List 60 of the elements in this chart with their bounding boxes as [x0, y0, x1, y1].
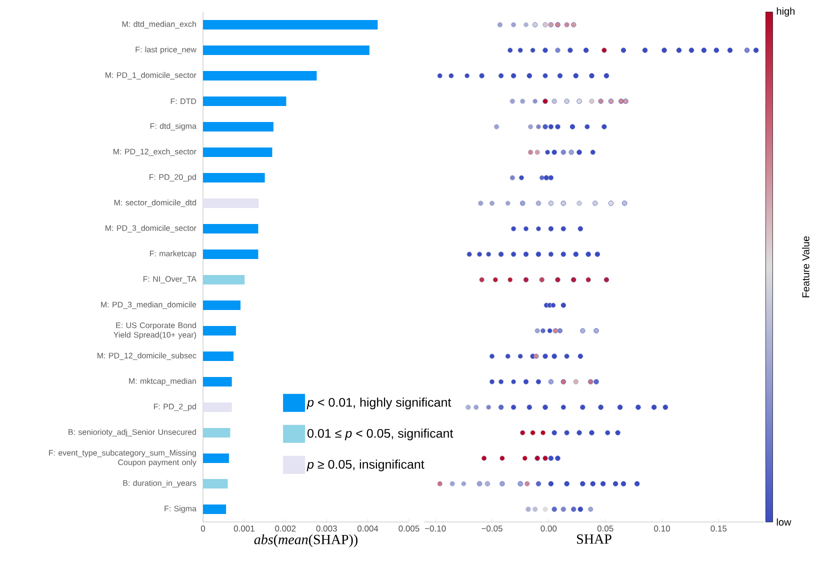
bar — [203, 504, 226, 514]
y-tick-label: F: NI_Over_TA — [143, 276, 196, 284]
bar — [203, 172, 265, 182]
x-tick-label: 0 — [200, 526, 206, 532]
y-tick-label: F: last price_new — [136, 46, 196, 54]
bar — [203, 147, 272, 157]
x-tick-label: 0.05 — [597, 526, 614, 532]
bar — [203, 300, 240, 310]
x-tick-label: −0.05 — [482, 526, 502, 532]
bar — [203, 70, 317, 80]
bar — [203, 122, 274, 132]
bar — [203, 249, 258, 259]
x-tick-label: 0.002 — [275, 526, 296, 532]
legend-label: 0.01 ≤ p < 0.05, significant — [308, 428, 454, 440]
y-tick-label: F: PD_20_pd — [150, 174, 196, 182]
x-tick-label: 0.001 — [234, 526, 254, 532]
y-tick-label: B: seniorioty_adj_Senior Unsecured — [68, 429, 196, 436]
bar — [203, 274, 245, 284]
y-tick-label: F: dtd_sigma — [150, 123, 196, 130]
bar — [203, 20, 378, 30]
y-tick-label: M: PD_3_domicile_sector — [106, 225, 196, 232]
x-tick-label: 0.005 — [398, 526, 420, 532]
x-tick-label: 0.00 — [540, 526, 557, 532]
x-tick-label: 0.10 — [654, 526, 670, 532]
bar — [203, 326, 236, 336]
y-tick-label: M: mktcap_median — [129, 378, 196, 386]
y-tick-label: M: PD_1_domicile_sector — [106, 72, 196, 80]
bar — [203, 96, 286, 106]
y-tick-label: M: PD_12_domicile_subsec — [98, 352, 196, 360]
bar — [203, 376, 232, 386]
color-bar-label: low — [776, 518, 792, 526]
bar — [203, 224, 258, 234]
color-bar-title: Feature Value — [802, 236, 810, 298]
bar — [203, 45, 370, 55]
bar — [203, 198, 259, 208]
y-tick-label: F: event_type_subcategory_sum_Missing Coupon payment only — [49, 450, 196, 467]
x-tick-label: 0.15 — [710, 526, 727, 532]
y-tick-label: M: PD_3_median_domicile — [101, 302, 196, 309]
x-axis-title: abs(mean(SHAP)) — [254, 534, 358, 548]
y-tick-label: F: PD_2_pd — [154, 404, 196, 411]
y-tick-label: F: marketcap — [150, 250, 196, 258]
y-tick-label: F: Sigma — [164, 506, 196, 513]
x-tick-label: 0.003 — [316, 526, 337, 532]
bar — [203, 453, 229, 463]
y-tick-label: M: dtd_median_exch — [122, 21, 196, 28]
y-tick-label: F: DTD — [170, 98, 196, 104]
bar — [203, 351, 234, 361]
y-tick-label: B: duration_in_years — [123, 480, 196, 488]
color-bar-label: high — [776, 7, 794, 17]
bar — [203, 428, 230, 438]
x-axis-title: SHAP — [577, 534, 612, 544]
legend-label: p ≥ 0.05, insignificant — [306, 460, 424, 472]
x-tick-label: −0.10 — [425, 526, 446, 532]
y-tick-label: M: sector_domicile_dtd — [114, 200, 196, 207]
bar — [203, 402, 232, 412]
bar — [203, 478, 228, 488]
x-tick-label: 0.004 — [357, 526, 378, 532]
legend-label: p < 0.01, highly significant — [306, 398, 452, 410]
y-tick-label: M: PD_12_exch_sector — [114, 148, 196, 156]
y-tick-label: E: US Corporate Bond Yield Spread(10+ year) — [114, 322, 196, 340]
